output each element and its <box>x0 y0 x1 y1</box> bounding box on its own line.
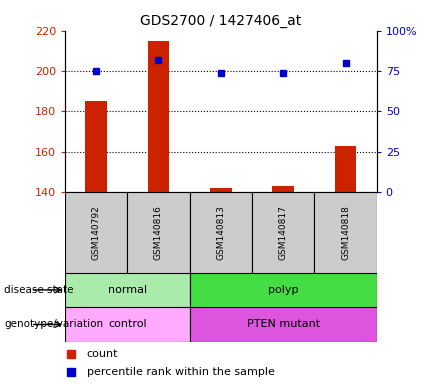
Text: PTEN mutant: PTEN mutant <box>247 319 320 329</box>
Bar <box>272 186 294 192</box>
Bar <box>65 192 127 273</box>
Bar <box>65 307 190 342</box>
Bar <box>65 273 190 307</box>
Text: normal: normal <box>108 285 147 295</box>
Text: GSM140816: GSM140816 <box>154 205 163 260</box>
Text: GSM140817: GSM140817 <box>279 205 288 260</box>
Text: GSM140813: GSM140813 <box>216 205 225 260</box>
Bar <box>148 41 169 192</box>
Text: GSM140792: GSM140792 <box>92 205 100 260</box>
Title: GDS2700 / 1427406_at: GDS2700 / 1427406_at <box>140 14 301 28</box>
Bar <box>252 192 314 273</box>
Text: polyp: polyp <box>268 285 298 295</box>
Bar <box>314 192 377 273</box>
Bar <box>190 307 377 342</box>
Bar <box>127 192 190 273</box>
Text: control: control <box>108 319 147 329</box>
Text: percentile rank within the sample: percentile rank within the sample <box>87 367 275 377</box>
Bar <box>190 273 377 307</box>
Bar <box>210 188 232 192</box>
Bar <box>335 146 356 192</box>
Text: count: count <box>87 349 118 359</box>
Text: GSM140818: GSM140818 <box>341 205 350 260</box>
Text: genotype/variation: genotype/variation <box>4 319 103 329</box>
Bar <box>190 192 252 273</box>
Text: disease state: disease state <box>4 285 74 295</box>
Bar <box>85 101 107 192</box>
